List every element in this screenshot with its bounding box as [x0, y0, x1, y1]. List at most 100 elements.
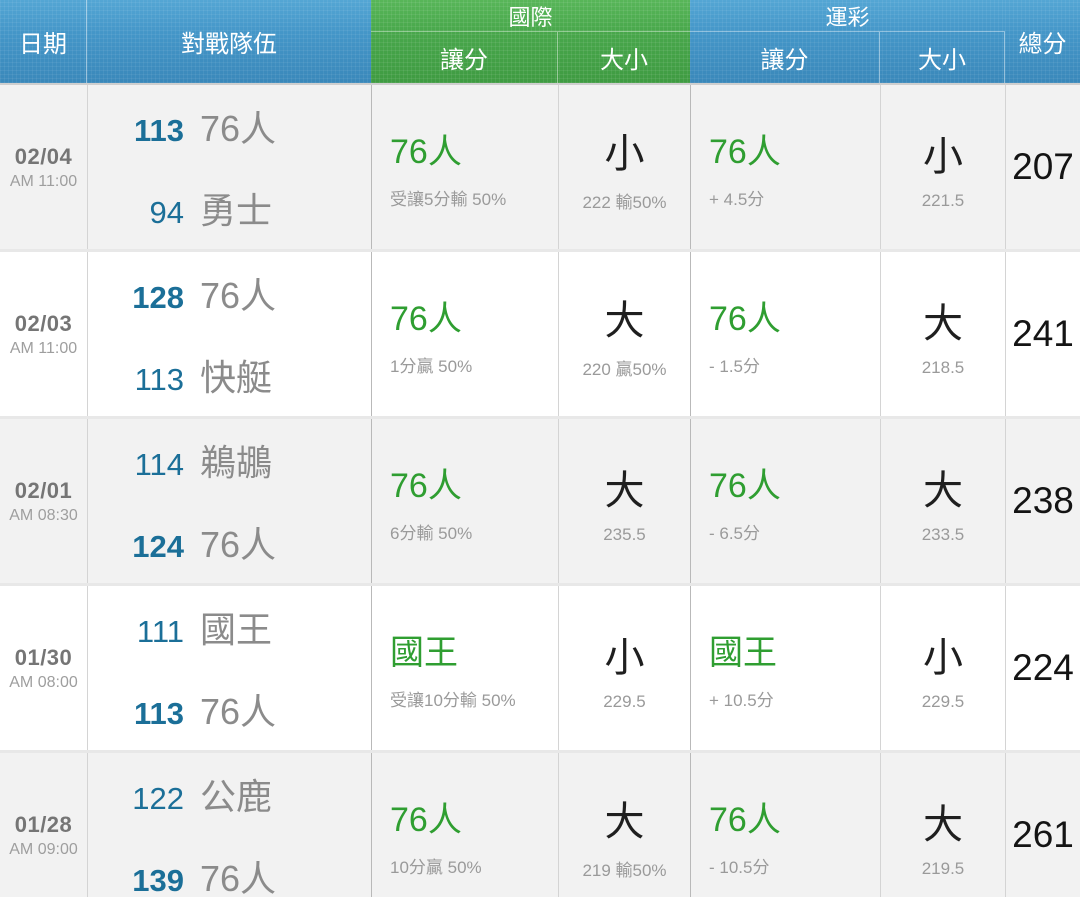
spread-detail: 受讓5分輸 50% — [390, 190, 507, 209]
intl-spread-cell: 76人 受讓5分輸 50% — [371, 85, 558, 249]
team-name: 勇士 — [200, 190, 273, 231]
intl-over-under-cell: 大 235.5 — [558, 419, 690, 583]
game-date: 01/30 — [14, 644, 73, 670]
intl-over-under-cell: 大 220 贏50% — [558, 252, 690, 416]
game-time: AM 09:00 — [9, 840, 78, 858]
header-lottery-spread: 讓分 — [690, 32, 880, 83]
total-score: 238 — [1005, 419, 1080, 583]
game-row: 01/28 AM 09:00 122 公鹿 139 76人 76人 10分贏 5… — [0, 753, 1080, 897]
team-line: 113 快艇 — [108, 349, 371, 401]
teams-cell: 114 鵜鶘 124 76人 — [87, 419, 371, 583]
team-score: 94 — [149, 195, 184, 230]
team-line: 113 76人 — [108, 100, 371, 152]
teams-cell: 111 國王 113 76人 — [87, 586, 371, 750]
spread-detail: 1分贏 50% — [390, 357, 473, 376]
lottery-spread-cell: 76人 - 1.5分 — [690, 252, 880, 416]
team-name: 快艇 — [200, 357, 273, 398]
spread-pick: 76人 — [709, 133, 781, 171]
over-under-pick: 小 — [923, 635, 963, 680]
lottery-spread-cell: 76人 + 4.5分 — [690, 85, 880, 249]
spread-pick: 76人 — [390, 300, 462, 338]
spread-detail: - 1.5分 — [709, 357, 761, 376]
header-date: 日期 — [0, 0, 87, 83]
lottery-over-under-cell: 大 219.5 — [880, 753, 1005, 897]
over-under-detail: 233.5 — [921, 524, 965, 544]
spread-pick: 76人 — [390, 133, 462, 171]
game-row: 02/03 AM 11:00 128 76人 113 快艇 76人 1分贏 50… — [0, 252, 1080, 419]
team-line: 139 76人 — [108, 850, 371, 897]
over-under-detail: 221.5 — [921, 190, 965, 210]
teams-cell: 128 76人 113 快艇 — [87, 252, 371, 416]
intl-spread-cell: 76人 1分贏 50% — [371, 252, 558, 416]
game-date: 02/04 — [14, 143, 73, 169]
over-under-pick: 大 — [923, 468, 963, 513]
team-score: 111 — [136, 614, 184, 649]
spread-detail: 6分輸 50% — [390, 524, 473, 543]
lottery-over-under-cell: 大 218.5 — [880, 252, 1005, 416]
intl-over-under-cell: 大 219 輸50% — [558, 753, 690, 897]
over-under-detail: 218.5 — [921, 357, 965, 377]
over-under-detail: 219.5 — [921, 858, 965, 878]
game-date: 02/03 — [14, 310, 73, 336]
team-score: 113 — [134, 362, 184, 397]
over-under-detail: 229.5 — [921, 691, 965, 711]
lottery-over-under-cell: 大 233.5 — [880, 419, 1005, 583]
date-cell: 02/04 AM 11:00 — [0, 85, 87, 249]
intl-spread-cell: 國王 受讓10分輸 50% — [371, 586, 558, 750]
lottery-spread-cell: 76人 - 10.5分 — [690, 753, 880, 897]
table-header: 日期 對戰隊伍 國際 讓分 大小 運彩 讓分 大小 總分 — [0, 0, 1080, 85]
spread-detail: - 10.5分 — [709, 858, 770, 877]
lottery-spread-cell: 國王 + 10.5分 — [690, 586, 880, 750]
spread-pick: 76人 — [390, 467, 462, 505]
team-line: 94 勇士 — [108, 182, 371, 234]
team-line: 122 公鹿 — [108, 768, 371, 820]
team-score: 114 — [134, 447, 184, 482]
team-score: 124 — [132, 529, 184, 564]
header-intl-over-under: 大小 — [600, 47, 648, 74]
team-name: 76人 — [200, 524, 277, 565]
intl-over-under-cell: 小 229.5 — [558, 586, 690, 750]
over-under-pick: 大 — [604, 468, 645, 513]
spread-detail: + 4.5分 — [709, 190, 765, 209]
total-score: 207 — [1005, 85, 1080, 249]
lottery-over-under-cell: 小 221.5 — [880, 85, 1005, 249]
team-score: 113 — [133, 696, 184, 731]
date-cell: 01/30 AM 08:00 — [0, 586, 87, 750]
over-under-detail: 235.5 — [603, 524, 646, 544]
game-date: 02/01 — [14, 477, 73, 503]
game-time: AM 11:00 — [9, 172, 78, 190]
total-score: 261 — [1005, 753, 1080, 897]
game-time: AM 08:00 — [9, 673, 78, 691]
spread-detail: 受讓10分輸 50% — [390, 691, 516, 710]
team-name: 76人 — [200, 858, 277, 897]
spread-detail: - 6.5分 — [709, 524, 761, 543]
date-cell: 02/03 AM 11:00 — [0, 252, 87, 416]
date-cell: 01/28 AM 09:00 — [0, 753, 87, 897]
header-teams: 對戰隊伍 — [87, 0, 371, 83]
spread-pick: 76人 — [709, 801, 781, 839]
game-row: 01/30 AM 08:00 111 國王 113 76人 國王 受讓10分輸 … — [0, 586, 1080, 753]
team-line: 113 76人 — [108, 683, 371, 735]
team-line: 114 鵜鶘 — [108, 434, 371, 486]
intl-over-under-cell: 小 222 輸50% — [558, 85, 690, 249]
team-line: 128 76人 — [108, 267, 371, 319]
header-lottery-over-under: 大小 — [880, 32, 1005, 83]
team-line: 124 76人 — [108, 516, 371, 568]
header-lottery-subcolumns: 讓分 大小 — [690, 31, 1005, 83]
header-group-sports-lottery: 運彩 讓分 大小 — [690, 0, 1005, 83]
game-time: AM 11:00 — [9, 339, 78, 357]
over-under-pick: 大 — [923, 802, 963, 847]
game-row: 02/04 AM 11:00 113 76人 94 勇士 76人 受讓5分輸 5… — [0, 85, 1080, 252]
lottery-over-under-cell: 小 229.5 — [880, 586, 1005, 750]
team-name: 76人 — [200, 108, 277, 149]
team-score: 139 — [132, 863, 184, 897]
game-row: 02/01 AM 08:30 114 鵜鶘 124 76人 76人 6分輸 50… — [0, 419, 1080, 586]
spread-pick: 國王 — [709, 634, 777, 672]
over-under-pick: 大 — [604, 800, 645, 844]
over-under-pick: 大 — [923, 301, 963, 346]
team-score: 122 — [132, 781, 184, 816]
header-total: 總分 — [1005, 0, 1080, 83]
team-score: 128 — [132, 280, 184, 315]
teams-cell: 113 76人 94 勇士 — [87, 85, 371, 249]
